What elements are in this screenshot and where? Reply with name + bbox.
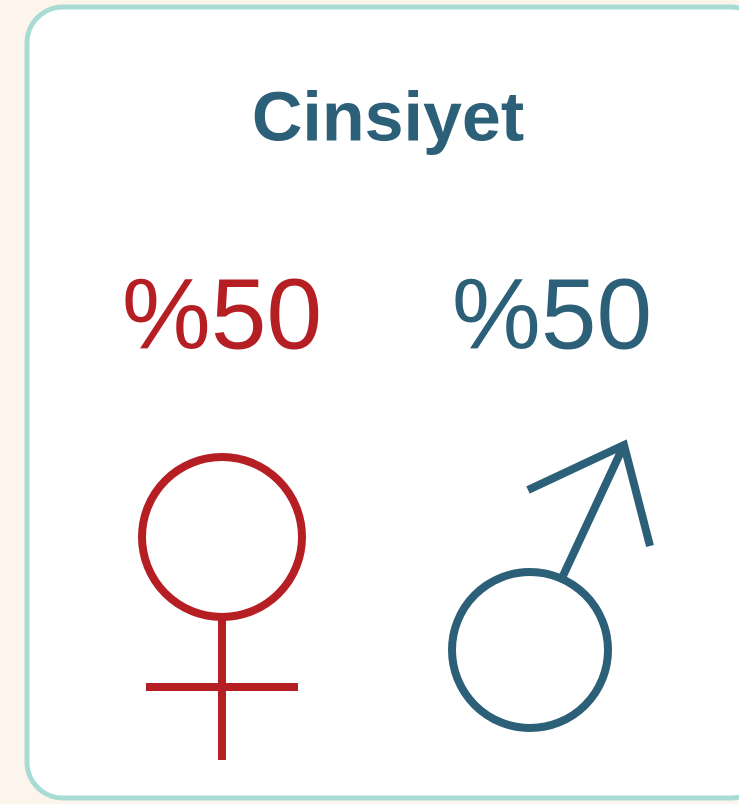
female-percent: %50 xyxy=(122,258,322,370)
male-arrowhead xyxy=(526,439,654,547)
male-circle xyxy=(448,568,612,732)
male-shaft xyxy=(558,443,628,580)
card-title: Cinsiyet xyxy=(252,77,524,155)
female-icon xyxy=(138,453,306,760)
card xyxy=(24,4,739,801)
male-icon xyxy=(448,439,654,732)
male-percent: %50 xyxy=(452,258,652,370)
